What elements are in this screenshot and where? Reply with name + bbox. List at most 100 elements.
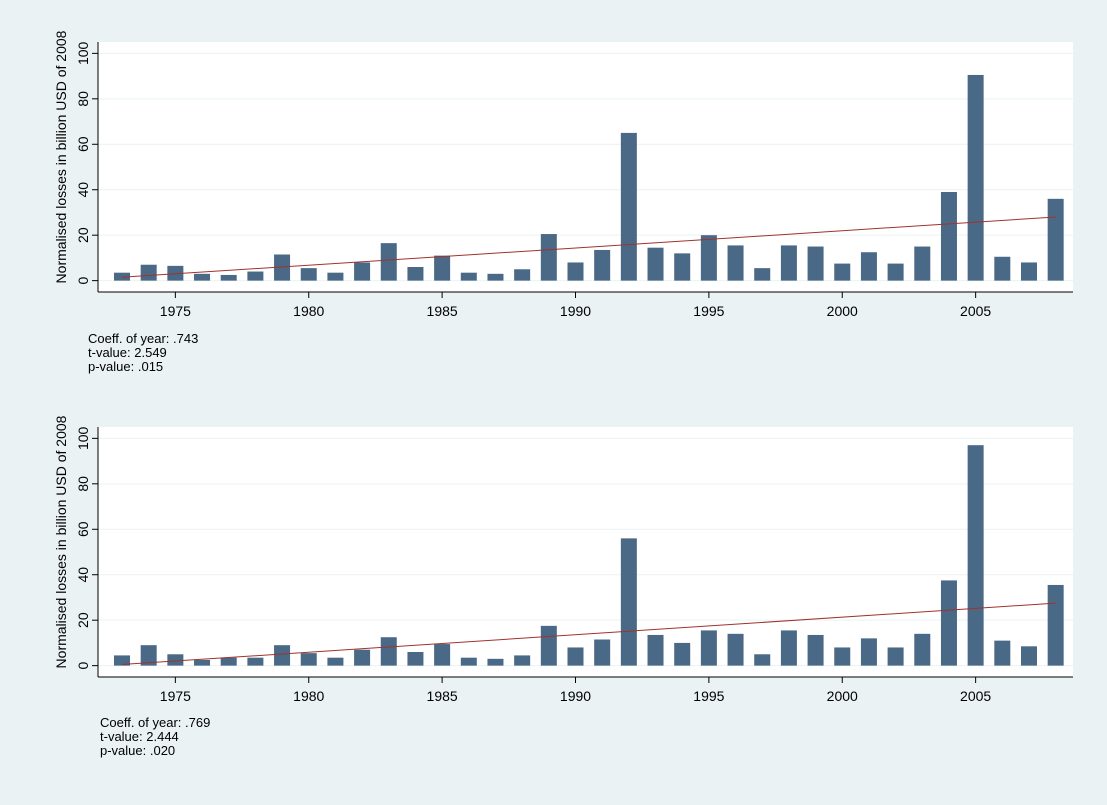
- y-tick-label: 20: [75, 227, 91, 243]
- coeff-label: Coeff. of year: .743: [88, 331, 199, 346]
- bar: [327, 272, 344, 281]
- y-tick-label: 40: [75, 567, 91, 583]
- bar: [834, 647, 851, 666]
- bar: [940, 192, 957, 281]
- bar: [354, 262, 371, 281]
- bar: [220, 274, 237, 281]
- bar: [540, 234, 557, 281]
- bar: [460, 657, 477, 666]
- fit-line: [121, 216, 1056, 278]
- bar: [460, 272, 477, 281]
- x-tick-label: 2000: [827, 303, 858, 319]
- y-tick-label: 80: [75, 476, 91, 492]
- bar: [727, 245, 744, 281]
- x-tick-label: 1980: [293, 303, 324, 319]
- bar: [594, 639, 611, 666]
- bar: [967, 445, 984, 666]
- t-value-label: t-value: 2.549: [88, 345, 167, 360]
- y-tick-label: 100: [75, 41, 91, 65]
- bar: [620, 538, 637, 666]
- x-tick-label: 1975: [160, 688, 191, 704]
- plot-area: [98, 42, 1073, 292]
- t-value-label: t-value: 2.444: [100, 729, 179, 744]
- bar: [380, 243, 397, 281]
- bar: [167, 265, 184, 281]
- bar: [914, 633, 931, 666]
- bar: [167, 654, 184, 666]
- y-axis-title: Normalised losses in billion USD of 2008: [53, 30, 69, 283]
- p-value-label: p-value: .020: [100, 743, 176, 758]
- x-tick-label: 1980: [293, 688, 324, 704]
- x-tick-label: 1995: [693, 303, 724, 319]
- bar: [700, 235, 717, 281]
- y-tick-label: 100: [75, 426, 91, 450]
- bar: [674, 253, 691, 281]
- bar: [114, 655, 131, 666]
- bar: [380, 637, 397, 666]
- bar: [434, 255, 451, 281]
- bar: [1020, 646, 1037, 666]
- bar: [674, 642, 691, 666]
- x-tick-label: 1985: [427, 688, 458, 704]
- bar: [407, 267, 424, 281]
- bar: [647, 247, 664, 281]
- bar: [274, 645, 291, 666]
- bar: [514, 269, 531, 281]
- bar: [274, 254, 291, 281]
- x-tick-label: 1975: [160, 303, 191, 319]
- bar: [514, 655, 531, 666]
- bar: [540, 625, 557, 666]
- chart-panel-top: 0 20 40 60 80 100 1975 1980 1985 1990 1995 2000 2005…: [53, 30, 1073, 319]
- bar: [754, 268, 771, 281]
- bar: [1020, 262, 1037, 281]
- bar: [647, 634, 664, 666]
- bar: [594, 249, 611, 281]
- bar: [567, 647, 584, 666]
- bar: [1047, 198, 1064, 281]
- plot-area: [98, 427, 1073, 677]
- bar: [140, 264, 157, 281]
- bar: [887, 263, 904, 281]
- bar: [780, 630, 797, 666]
- bar: [487, 273, 504, 281]
- bar: [994, 256, 1011, 281]
- bar: [860, 252, 877, 281]
- bar: [434, 644, 451, 666]
- bar: [194, 659, 211, 666]
- bar: [754, 654, 771, 666]
- bar: [1047, 584, 1064, 666]
- bar: [967, 74, 984, 281]
- bar: [140, 645, 157, 666]
- y-tick-label: 60: [75, 136, 91, 152]
- bar: [727, 633, 744, 666]
- bar: [780, 245, 797, 281]
- y-tick-label: 0: [75, 277, 91, 285]
- bar: [487, 658, 504, 666]
- x-tick-label: 2005: [960, 688, 991, 704]
- bar: [300, 653, 317, 666]
- x-tick-label: 1990: [560, 688, 591, 704]
- chart-panel-bottom: 0 20 40 60 80 100 1975 1980 1985 1990 1995 2000 2005…: [53, 415, 1073, 704]
- x-tick-label: 1990: [560, 303, 591, 319]
- bar: [807, 634, 824, 666]
- bar: [914, 246, 931, 281]
- bar: [994, 640, 1011, 666]
- bar: [860, 638, 877, 666]
- y-tick-label: 60: [75, 521, 91, 537]
- x-tick-label: 2005: [960, 303, 991, 319]
- y-tick-label: 0: [75, 662, 91, 670]
- bar: [700, 630, 717, 666]
- bar: [114, 272, 131, 281]
- regression-stats-top: Coeff. of year: .743 t-value: 2.549 p-va…: [88, 332, 198, 374]
- bar: [354, 649, 371, 666]
- bar: [300, 268, 317, 281]
- bar: [247, 271, 264, 281]
- y-axis-title: Normalised losses in billion USD of 2008: [53, 415, 69, 668]
- regression-stats-bottom: Coeff. of year: .769 t-value: 2.444 p-va…: [100, 716, 210, 758]
- bar: [834, 263, 851, 281]
- bar: [407, 652, 424, 666]
- coeff-label: Coeff. of year: .769: [100, 715, 211, 730]
- bar: [940, 580, 957, 666]
- p-value-label: p-value: .015: [88, 359, 164, 374]
